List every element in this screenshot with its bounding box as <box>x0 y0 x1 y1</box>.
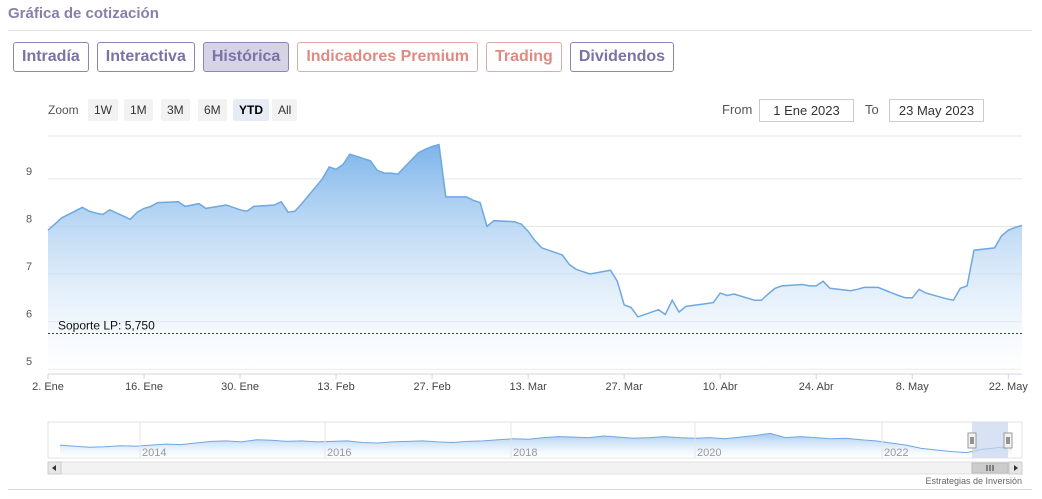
navigator-selection[interactable] <box>972 422 1008 458</box>
navigator-year-label: 2014 <box>142 447 166 459</box>
x-tick-label: 30. Ene <box>221 381 259 393</box>
navigator-scrollbar-track[interactable] <box>47 461 1023 475</box>
y-tick-label: 6 <box>26 309 32 321</box>
y-tick-label: 7 <box>26 261 32 273</box>
navigator-handle[interactable] <box>967 432 977 449</box>
section-title: Gráfica de cotización <box>8 5 159 22</box>
scroll-right-arrow-icon <box>1014 465 1018 471</box>
range-to-label: To <box>865 102 879 117</box>
tab-indicadores-premium[interactable]: Indicadores Premium <box>297 42 479 72</box>
zoom-ytd-button[interactable]: YTD <box>233 99 269 121</box>
x-tick-label: 2. Ene <box>32 381 64 393</box>
navigator-area <box>60 433 1012 458</box>
navigator-year-label: 2022 <box>884 447 908 459</box>
price-area-chart: Soporte LP: 5,750 5 6 7 8 9 2. Ene 16. Ene 30.… <box>26 135 1029 393</box>
tab-intradia[interactable]: Intradía <box>13 42 89 72</box>
title-divider <box>8 30 1032 31</box>
x-tick-label: 16. Ene <box>125 381 163 393</box>
chart-credit: Estrategias de Inversión <box>925 476 1022 486</box>
zoom-3m-button[interactable]: 3M <box>161 99 190 121</box>
x-tick-label: 27. Feb <box>413 381 450 393</box>
x-tick-label: 13. Mar <box>509 381 547 393</box>
time-navigator[interactable]: 2014 2016 2018 2020 2022 <box>0 418 1042 478</box>
x-tick-label: 13. Feb <box>317 381 354 393</box>
zoom-label: Zoom <box>48 103 79 117</box>
tab-interactiva[interactable]: Interactiva <box>96 42 195 72</box>
tab-historica[interactable]: Histórica <box>202 42 290 72</box>
navigator-year-label: 2018 <box>513 447 537 459</box>
scroll-left-arrow-icon <box>52 465 56 471</box>
x-tick-label: 24. Abr <box>799 381 834 393</box>
range-from-label: From <box>722 102 753 117</box>
tab-trading[interactable]: Trading <box>486 42 562 72</box>
x-tick-label: 27. Mar <box>606 381 644 393</box>
support-label: Soporte LP: 5,750 <box>58 319 155 333</box>
range-to-input[interactable]: 23 May 2023 <box>889 99 984 122</box>
range-from-input[interactable]: 1 Ene 2023 <box>759 99 854 122</box>
y-tick-label: 8 <box>26 213 32 225</box>
chart-tabs: Intradía Interactiva Histórica Indicador… <box>13 42 682 72</box>
bottom-divider <box>8 489 1032 490</box>
zoom-1w-button[interactable]: 1W <box>88 99 118 121</box>
navigator-year-label: 2016 <box>327 447 351 459</box>
navigator-handle[interactable] <box>1003 432 1013 449</box>
x-tick-label: 10. Abr <box>703 381 738 393</box>
navigator-year-label: 2020 <box>697 447 721 459</box>
x-tick-label: 8. May <box>896 381 930 393</box>
tab-dividendos[interactable]: Dividendos <box>569 42 675 72</box>
navigator-line <box>59 432 1013 454</box>
zoom-all-button[interactable]: All <box>272 99 298 121</box>
series-area <box>48 144 1022 374</box>
series-line <box>47 143 1023 318</box>
y-tick-label: 5 <box>26 356 32 368</box>
zoom-6m-button[interactable]: 6M <box>198 99 227 121</box>
y-tick-label: 9 <box>26 166 32 178</box>
zoom-1m-button[interactable]: 1M <box>124 99 153 121</box>
x-tick-label: 22. May <box>989 381 1029 393</box>
